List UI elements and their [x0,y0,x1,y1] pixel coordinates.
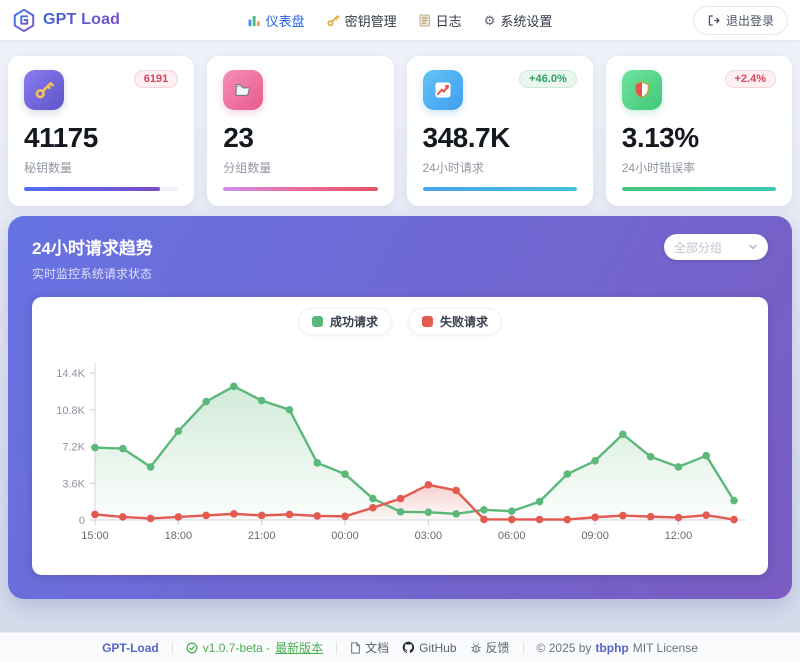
nav-label: 系统设置 [500,13,553,29]
key-icon [327,14,340,27]
stat-progress [24,187,179,191]
stat-badge: +46.0% [519,70,577,88]
chart-increasing-icon [422,70,463,110]
footer-divider [171,641,173,654]
svg-text:15:00: 15:00 [81,530,109,542]
legend-label: 成功请求 [329,315,378,329]
nav-item-settings[interactable]: ⚙ 系统设置 [484,11,553,30]
svg-text:09:00: 09:00 [581,530,609,542]
key-icon [24,70,64,110]
bar-chart-icon [248,14,261,27]
footer-copyright: © 2025 by tbphp MIT License [536,640,698,655]
nav-item-keys[interactable]: 密钥管理 [327,11,397,30]
legend-label: 失败请求 [440,315,489,329]
nav-label: 仪表盘 [265,13,305,29]
svg-text:18:00: 18:00 [165,530,193,542]
logout-icon [707,14,720,27]
svg-text:03:00: 03:00 [415,530,443,542]
legend-item-failed[interactable]: 失败请求 [408,308,503,335]
footer-brand-link[interactable]: GPT-Load [102,640,159,655]
svg-text:3.6K: 3.6K [62,478,85,490]
github-icon [402,641,415,654]
stat-label: 24小时请求 [422,161,484,175]
footer-divider [522,641,524,654]
stat-progress [621,187,776,191]
panel-title: 24小时请求趋势 [32,239,153,258]
svg-text:0: 0 [79,515,85,527]
stat-cards-row: 6191 41175 秘钥数量 23 分组数量 +46.0% 348.7K 24… [0,40,800,206]
stat-label: 24小时错误率 [621,161,696,175]
chart-legend: 成功请求 失败请求 [32,297,768,335]
svg-text:12:00: 12:00 [665,530,693,542]
footer-version-text: v1.0.7-beta - [202,640,271,655]
svg-text:00:00: 00:00 [331,530,359,542]
nav-label: 日志 [435,13,462,29]
check-circle-icon [186,642,198,654]
folder-icon [223,70,264,110]
svg-text:7.2K: 7.2K [62,442,85,454]
failed-legend-marker [422,316,433,327]
legend-item-success[interactable]: 成功请求 [297,308,392,335]
svg-text:06:00: 06:00 [498,530,526,542]
group-select[interactable]: 全部分组 [664,234,768,260]
success-legend-marker [311,316,323,327]
group-select-value: 全部分组 [674,240,723,255]
footer-link-docs[interactable]: 文档 [350,639,389,656]
nav-item-dashboard[interactable]: 仪表盘 [248,11,305,30]
stat-badge: +2.4% [724,70,776,88]
stat-progress [223,187,378,191]
stat-label: 秘钥数量 [24,161,73,175]
footer-link-github[interactable]: GitHub [402,641,457,655]
footer-link-feedback[interactable]: 反馈 [470,639,510,656]
shield-icon [621,70,662,110]
log-icon [419,14,431,27]
top-navbar: GPT Load 仪表盘 密钥管理 日志 ⚙ 系统设置 [0,0,800,40]
gear-icon: ⚙ [483,12,496,28]
panel-subtitle: 实时监控系统请求状态 [32,267,153,281]
nav-label: 密钥管理 [344,13,397,29]
footer-divider [336,641,338,654]
logout-label: 退出登录 [725,13,774,28]
document-icon [350,641,361,654]
stat-card-requests: +46.0% 348.7K 24小时请求 [406,56,593,206]
stat-label: 分组数量 [223,161,272,175]
stat-value: 41175 [24,122,98,153]
request-trend-panel: 24小时请求趋势 实时监控系统请求状态 全部分组 成功请求 失败请求 0 3.6K… [8,216,792,599]
stat-progress [422,187,577,191]
stat-badge: 6191 [133,70,179,88]
footer-author-link[interactable]: tbphp [595,640,629,655]
stat-card-groups: 23 分组数量 [207,56,394,206]
brand-name: GPT Load [43,11,121,28]
main-nav: 仪表盘 密钥管理 日志 ⚙ 系统设置 [248,11,553,30]
svg-text:10.8K: 10.8K [56,405,85,417]
stat-value: 3.13% [621,122,699,153]
stat-card-error-rate: +2.4% 3.13% 24小时错误率 [605,56,792,206]
nav-item-logs[interactable]: 日志 [419,11,462,30]
gpt-load-logo-icon [12,8,36,32]
footer-latest-link[interactable]: 最新版本 [275,641,324,655]
chevron-down-icon [748,242,758,252]
brand: GPT Load [12,8,120,32]
stat-value: 23 [223,122,254,153]
chart-card: 成功请求 失败请求 0 3.6K 7.2K 10.8K 14.4K 15:00 18:00 2… [32,297,768,575]
svg-text:21:00: 21:00 [248,530,276,542]
stat-value: 348.7K [422,122,511,153]
stat-card-keys: 6191 41175 秘钥数量 [8,56,195,206]
footer: GPT-Load v1.0.7-beta - 最新版本 文档 GitHub 反馈… [0,632,800,662]
svg-text:14.4K: 14.4K [56,368,85,380]
logout-button[interactable]: 退出登录 [692,5,788,35]
footer-version: v1.0.7-beta - 最新版本 [186,639,323,656]
bug-icon [470,642,482,654]
line-chart: 0 3.6K 7.2K 10.8K 14.4K 15:00 18:00 21:00 00:00 0… [32,335,768,569]
